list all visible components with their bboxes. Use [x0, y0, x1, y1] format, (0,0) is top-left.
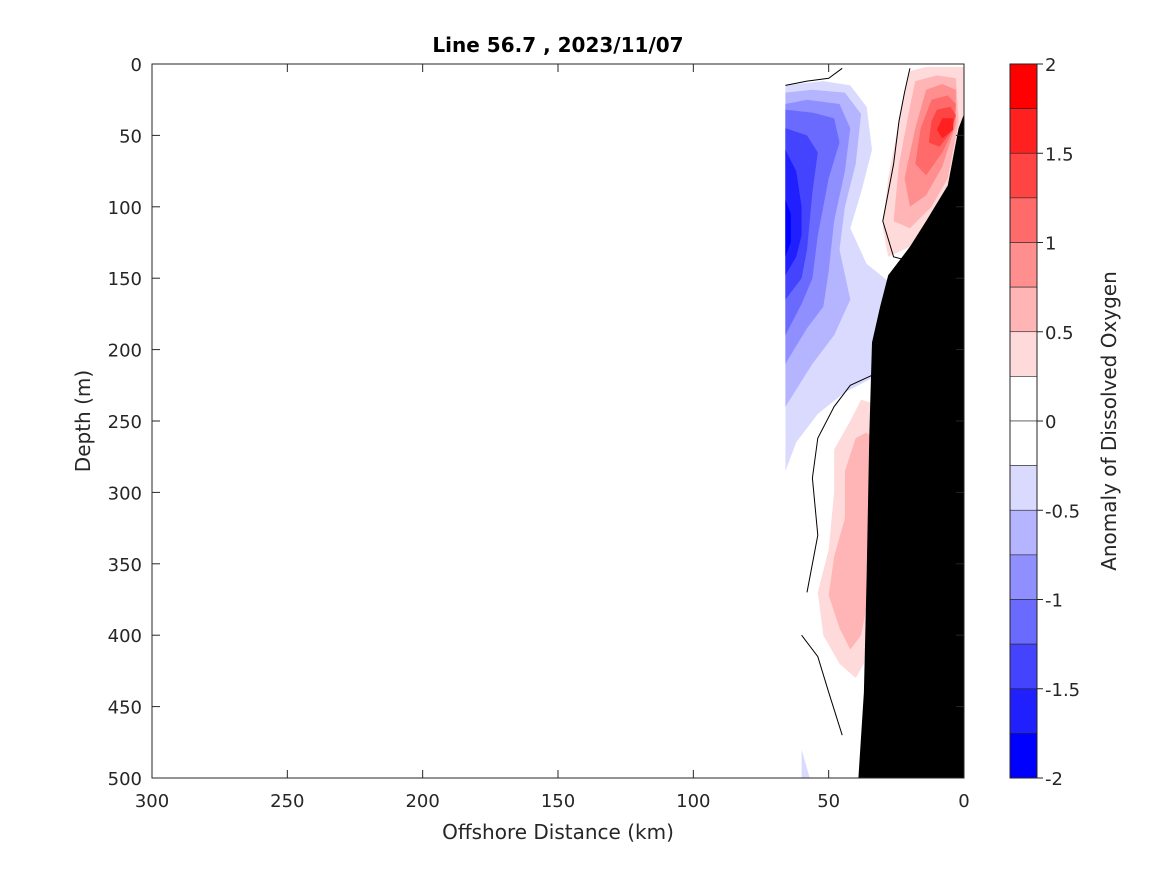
- colorbar-band-1: [1009, 108, 1038, 154]
- colorbar-band-9: [1009, 465, 1038, 511]
- colorbar-ticks: 2 1.5 1 0.5 0 -0.5 -1 -1.5 -2: [1037, 55, 1080, 790]
- colorbar-band-4: [1009, 242, 1038, 288]
- y-axis: 0 50 100 150 200 250 300 350 400 450 500: [108, 55, 964, 790]
- y-tick-label-350: 350: [108, 555, 142, 576]
- colorbar-tick-label-8: -2: [1045, 769, 1063, 790]
- zero-contour-2: [806, 374, 873, 593]
- colorbar-band-3: [1009, 197, 1038, 243]
- colorbar-band-12: [1009, 599, 1038, 645]
- colorbar-tick-label-1: 1.5: [1045, 144, 1074, 165]
- zero-contour-lines: [785, 67, 911, 736]
- seafloor-mask: [858, 114, 964, 778]
- colorbar-bands: [1009, 63, 1038, 779]
- colorbar-tick-label-6: -1: [1045, 591, 1063, 612]
- x-axis-label: Offshore Distance (km): [442, 820, 674, 844]
- colorbar-tick-label-7: -1.5: [1045, 680, 1080, 701]
- colorbar-tick-label-0: 2: [1045, 55, 1056, 76]
- colorbar-band-14: [1009, 688, 1038, 734]
- y-tick-label-300: 300: [108, 483, 142, 504]
- colorbar-band-7: [1009, 376, 1038, 422]
- colorbar-band-0: [1009, 63, 1038, 109]
- anomaly-region-7: [801, 749, 810, 778]
- y-tick-label-150: 150: [108, 269, 142, 290]
- y-tick-label-100: 100: [108, 198, 142, 219]
- y-tick-label-250: 250: [108, 412, 142, 433]
- x-tick-label-50: 50: [817, 791, 840, 812]
- colorbar-band-5: [1009, 286, 1038, 333]
- y-tick-label-450: 450: [108, 698, 142, 719]
- colorbar: 2 1.5 1 0.5 0 -0.5 -1 -1.5 -2 Anomaly of Dissolv…: [1009, 55, 1121, 790]
- anomaly-region-6: [785, 199, 791, 257]
- y-tick-label-50: 50: [119, 126, 142, 147]
- y-tick-label-400: 400: [108, 626, 142, 647]
- colorbar-band-15: [1009, 733, 1038, 779]
- colorbar-band-11: [1009, 554, 1038, 600]
- colorbar-tick-label-2: 1: [1045, 234, 1056, 255]
- plot-area: 300 250 200 150 100 50 0 050100150200250300350…: [108, 55, 970, 812]
- colorbar-label: Anomaly of Dissolved Oxygen: [1097, 271, 1121, 571]
- x-tick-label-300: 300: [135, 791, 169, 812]
- zero-contour-1: [882, 68, 911, 262]
- y-tick-label-500: 500: [108, 769, 142, 790]
- x-tick-label-150: 150: [541, 791, 575, 812]
- x-axis: 300 250 200 150 100 50 0: [135, 64, 970, 812]
- x-tick-label-250: 250: [270, 791, 304, 812]
- x-tick-label-0: 0: [958, 791, 969, 812]
- anomaly-region-13: [936, 118, 954, 139]
- zero-contour-0: [785, 67, 843, 86]
- zero-contour-3: [801, 634, 843, 736]
- y-tick-label-200: 200: [108, 341, 142, 362]
- y-tick-label-0: 0: [131, 55, 142, 76]
- colorbar-tick-label-3: 0.5: [1045, 323, 1074, 344]
- chart-title: Line 56.7 , 2023/11/07: [432, 33, 683, 57]
- colorbar-band-2: [1009, 152, 1038, 199]
- x-tick-label-200: 200: [405, 791, 439, 812]
- colorbar-tick-label-5: -0.5: [1045, 501, 1080, 522]
- colorbar-band-10: [1009, 509, 1038, 556]
- colorbar-band-8: [1009, 420, 1038, 466]
- y-axis-label: Depth (m): [71, 370, 95, 472]
- colorbar-band-6: [1009, 331, 1038, 377]
- x-tick-label-100: 100: [676, 791, 710, 812]
- colorbar-band-13: [1009, 643, 1038, 690]
- bathymetry: [858, 114, 964, 778]
- colorbar-tick-label-4: 0: [1045, 412, 1056, 433]
